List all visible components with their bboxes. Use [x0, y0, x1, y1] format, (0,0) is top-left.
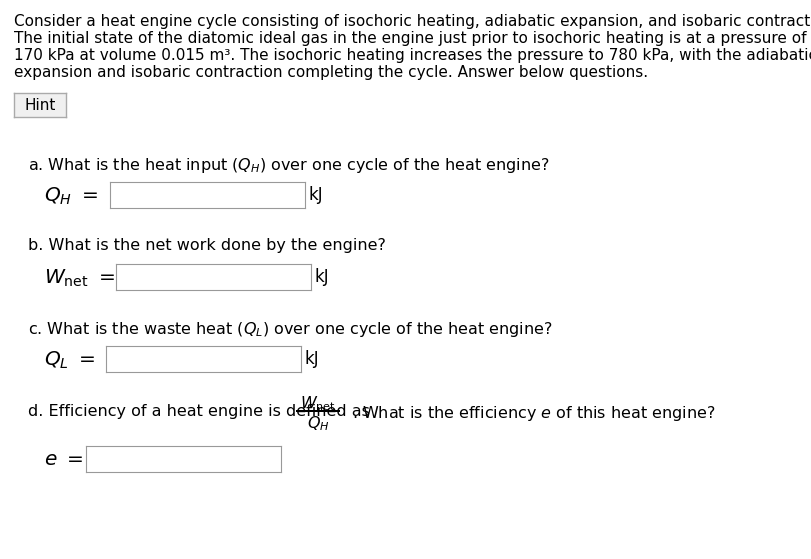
- Text: . What is the efficiency $e$ of this heat engine?: . What is the efficiency $e$ of this hea…: [351, 404, 714, 423]
- Text: b. What is the net work done by the engine?: b. What is the net work done by the engi…: [28, 238, 385, 253]
- Text: d. Efficiency of a heat engine is defined as: d. Efficiency of a heat engine is define…: [28, 404, 370, 419]
- Text: $Q_H\ =$: $Q_H\ =$: [44, 186, 98, 207]
- Text: kJ: kJ: [309, 186, 324, 204]
- Text: $Q_L\ =$: $Q_L\ =$: [44, 350, 96, 371]
- Text: c. What is the waste heat ($Q_L$) over one cycle of the heat engine?: c. What is the waste heat ($Q_L$) over o…: [28, 320, 552, 339]
- Text: $e\ =$: $e\ =$: [44, 450, 84, 469]
- Text: $W_{\mathrm{net}}$: $W_{\mathrm{net}}$: [300, 394, 336, 413]
- Text: Hint: Hint: [24, 97, 56, 112]
- Text: kJ: kJ: [315, 268, 329, 286]
- Text: expansion and isobaric contraction completing the cycle. Answer below questions.: expansion and isobaric contraction compl…: [14, 65, 647, 80]
- Text: $W_{\mathrm{net}}\ =$: $W_{\mathrm{net}}\ =$: [44, 268, 114, 290]
- Text: Consider a heat engine cycle consisting of isochoric heating, adiabatic expansio: Consider a heat engine cycle consisting …: [14, 14, 811, 29]
- Text: The initial state of the diatomic ideal gas in the engine just prior to isochori: The initial state of the diatomic ideal …: [14, 31, 805, 46]
- Text: a. What is the heat input ($Q_H$) over one cycle of the heat engine?: a. What is the heat input ($Q_H$) over o…: [28, 156, 549, 175]
- Text: kJ: kJ: [305, 350, 320, 368]
- Text: $Q_H$: $Q_H$: [307, 414, 329, 433]
- Text: 170 kPa at volume 0.015 m³. The isochoric heating increases the pressure to 780 : 170 kPa at volume 0.015 m³. The isochori…: [14, 48, 811, 63]
